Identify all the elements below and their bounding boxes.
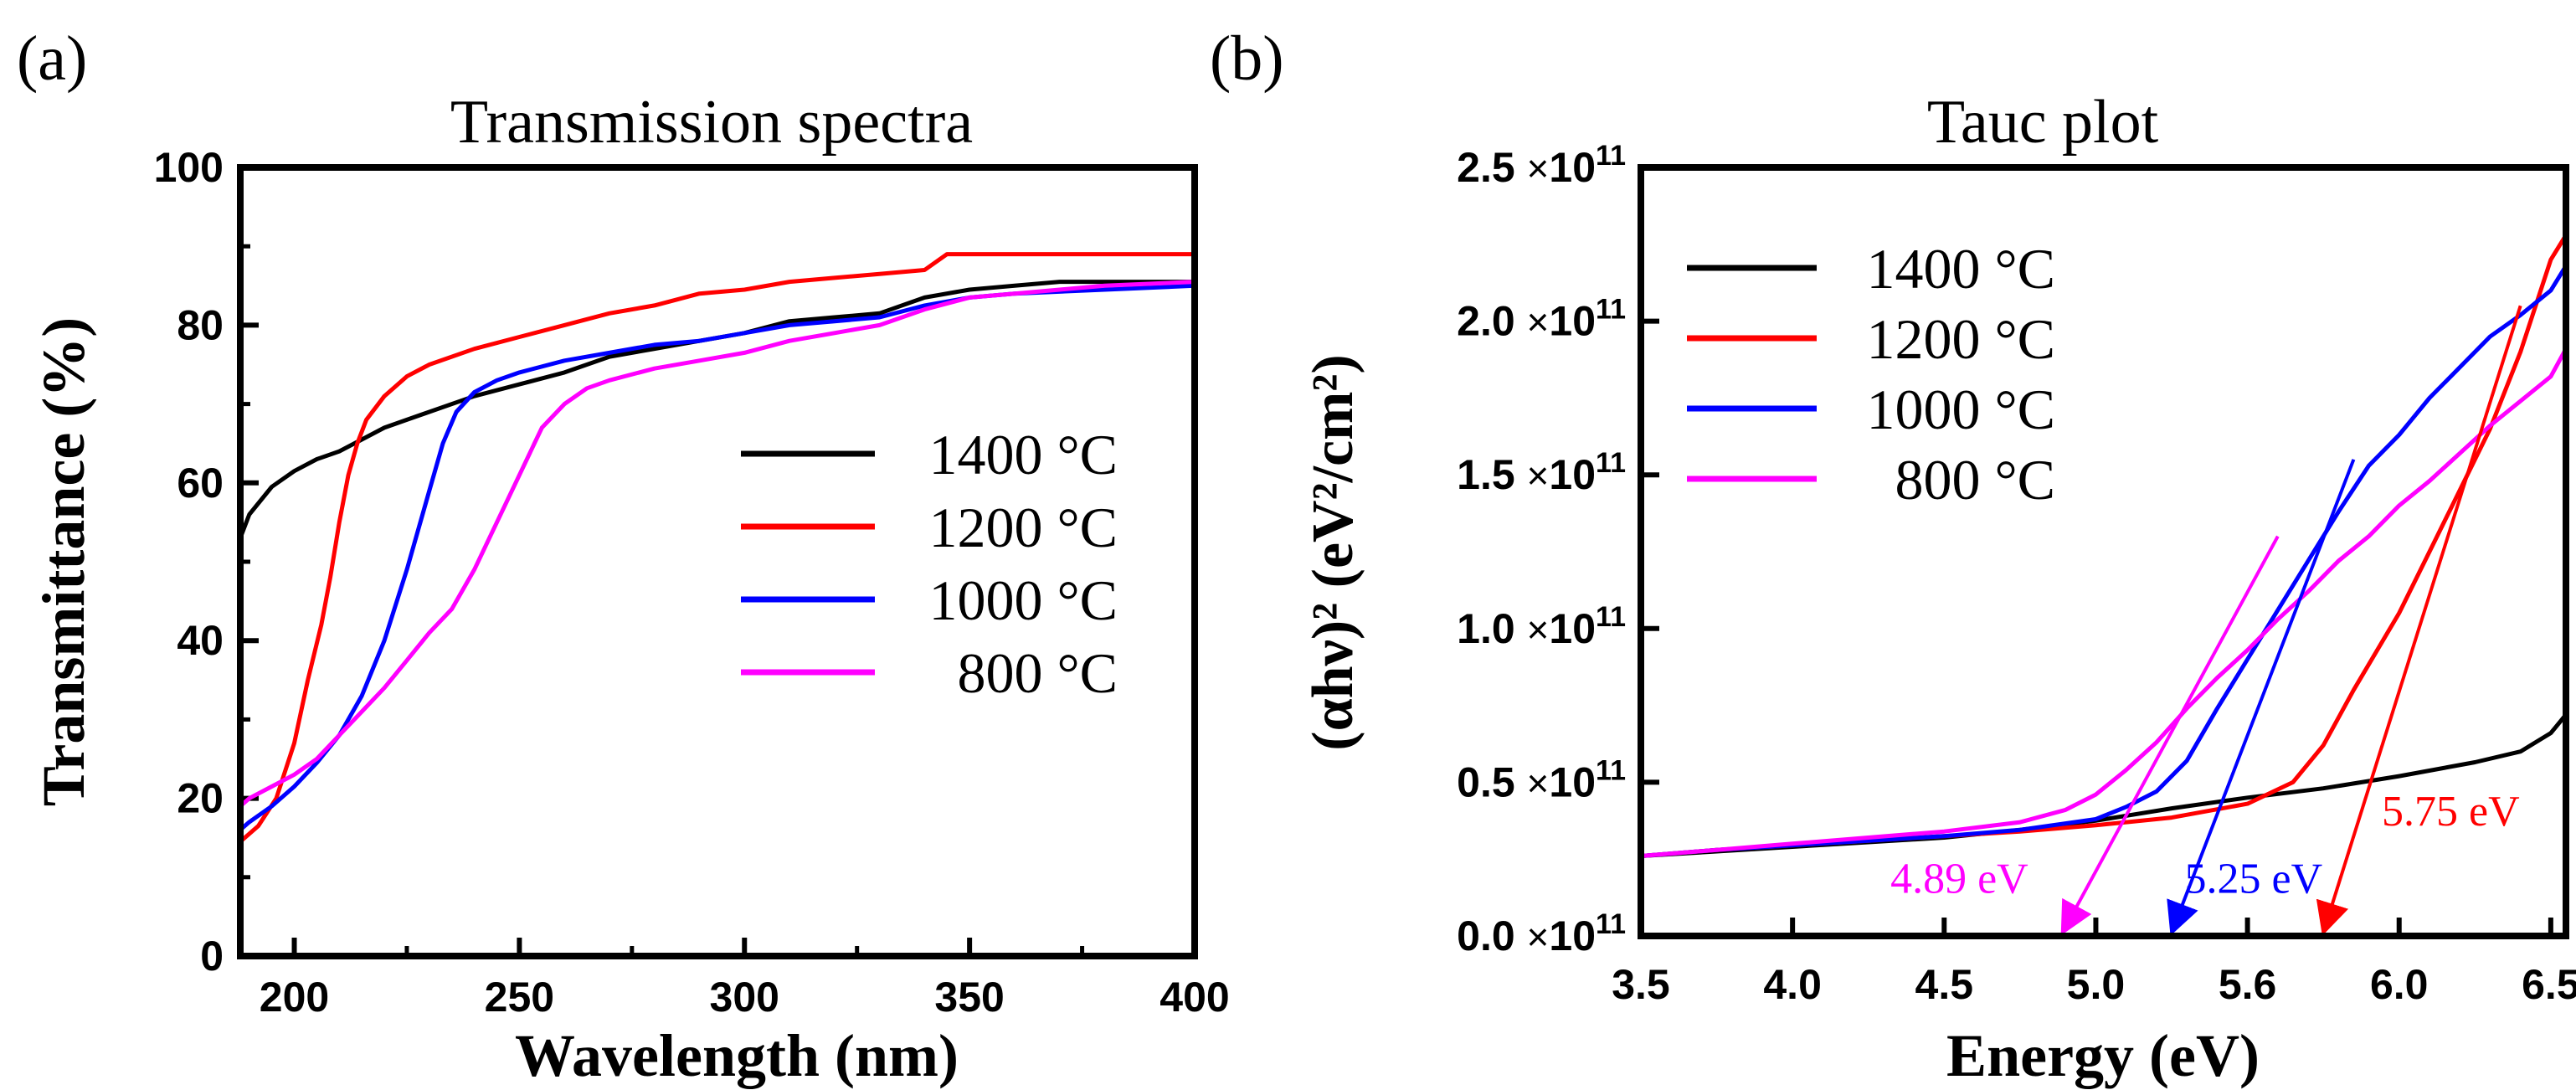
y-tick-label: 80 <box>177 301 224 348</box>
x-tick-label: 4.5 <box>1915 961 1974 1008</box>
series-line-1200 <box>239 252 1195 844</box>
legend-label: 1200 °C <box>1866 307 2055 371</box>
series-line-1200 <box>1640 234 2568 858</box>
panel-a-title: Transmission spectra <box>450 88 973 157</box>
panel-b-series <box>1640 234 2568 858</box>
x-tick-label: 250 <box>485 974 554 1021</box>
y-tick-label: 60 <box>177 460 224 506</box>
panel-a: (a) Transmission spectra 0 20 40 60 80 100 20… <box>17 23 1230 1089</box>
panel-a-label: (a) <box>17 23 87 94</box>
legend-label: 1200 °C <box>928 496 1118 559</box>
legend-label: 800 °C <box>1895 448 2055 512</box>
y-tick-label: 40 <box>177 617 224 664</box>
legend-label: 1400 °C <box>928 423 1118 486</box>
series-line-800 <box>1640 347 2568 858</box>
panel-b-y-axis-label: (αhν)² (eV²/cm²) <box>1301 354 1365 750</box>
y-tick-label: 1.5 ×1011 <box>1457 447 1626 498</box>
panel-b-x-axis-label: Energy (eV) <box>1946 1022 2260 1089</box>
panel-a-x-axis-label: Wavelength (nm) <box>515 1022 959 1089</box>
x-tick-label: 6.5 <box>2522 961 2576 1008</box>
x-tick-label: 5.0 <box>2067 961 2126 1008</box>
y-tick-label: 1.0 ×1011 <box>1457 601 1626 652</box>
y-tick-label: 20 <box>177 775 224 822</box>
panel-b-annotations: 4.89 eV 5.25 eV 5.75 eV <box>1890 305 2522 936</box>
series-line-1400 <box>238 280 1195 539</box>
x-tick-label: 5.6 <box>2219 961 2277 1008</box>
y-tick-label: 0.5 ×1011 <box>1457 754 1626 805</box>
x-tick-label: 4.0 <box>1763 961 1822 1008</box>
panel-a-legend: 1400 °C 1200 °C 1000 °C 800 °C <box>741 423 1118 705</box>
y-tick-label: 0.0 ×1011 <box>1457 908 1626 959</box>
bandgap-arrow <box>2060 535 2280 936</box>
x-tick-label: 350 <box>934 974 1004 1021</box>
y-tick-label: 100 <box>154 144 224 191</box>
legend-label: 1400 °C <box>1866 237 2055 301</box>
y-tick-label: 2.0 ×1011 <box>1457 294 1626 345</box>
panel-a-y-axis-label: Transmittance (%) <box>30 317 97 807</box>
legend-label: 1000 °C <box>928 568 1118 632</box>
bandgap-label: 5.25 eV <box>2185 856 2323 903</box>
bandgap-arrow <box>2167 459 2356 936</box>
x-tick-label: 6.0 <box>2370 961 2429 1008</box>
panel-a-x-ticks: 200 250 300 350 400 <box>260 938 1230 1021</box>
bandgap-arrow <box>2316 305 2522 936</box>
bandgap-label: 4.89 eV <box>1890 856 2028 903</box>
panel-b-frame <box>1638 164 2569 939</box>
x-tick-label: 3.5 <box>1612 961 1670 1008</box>
legend-label: 800 °C <box>957 641 1118 705</box>
panel-b-label: (b) <box>1210 23 1284 94</box>
panel-b-y-ticks: 0.0 ×1011 0.5 ×1011 1.0 ×1011 1.5 ×1011 2.0 … <box>1457 140 1659 959</box>
y-tick-label: 0 <box>200 933 224 979</box>
bandgap-label: 5.75 eV <box>2382 788 2520 835</box>
panel-a-series <box>238 252 1195 844</box>
panel-a-frame <box>237 164 1198 959</box>
series-line-1000 <box>1640 265 2568 858</box>
x-tick-label: 400 <box>1159 974 1229 1021</box>
legend-label: 1000 °C <box>1866 378 2055 441</box>
panel-b-x-ticks: 3.5 4.0 4.5 5.0 5.6 6.0 6.5 <box>1612 918 2576 1008</box>
x-tick-label: 200 <box>260 974 329 1021</box>
x-tick-label: 300 <box>710 974 779 1021</box>
panel-b: (b) Tauc plot 0.0 ×1011 0.5 ×1011 1.0 ×101… <box>1210 23 2576 1089</box>
series-line-800 <box>239 280 1195 808</box>
panel-b-title: Tauc plot <box>1927 88 2159 157</box>
y-tick-label: 2.5 ×1011 <box>1457 140 1626 191</box>
